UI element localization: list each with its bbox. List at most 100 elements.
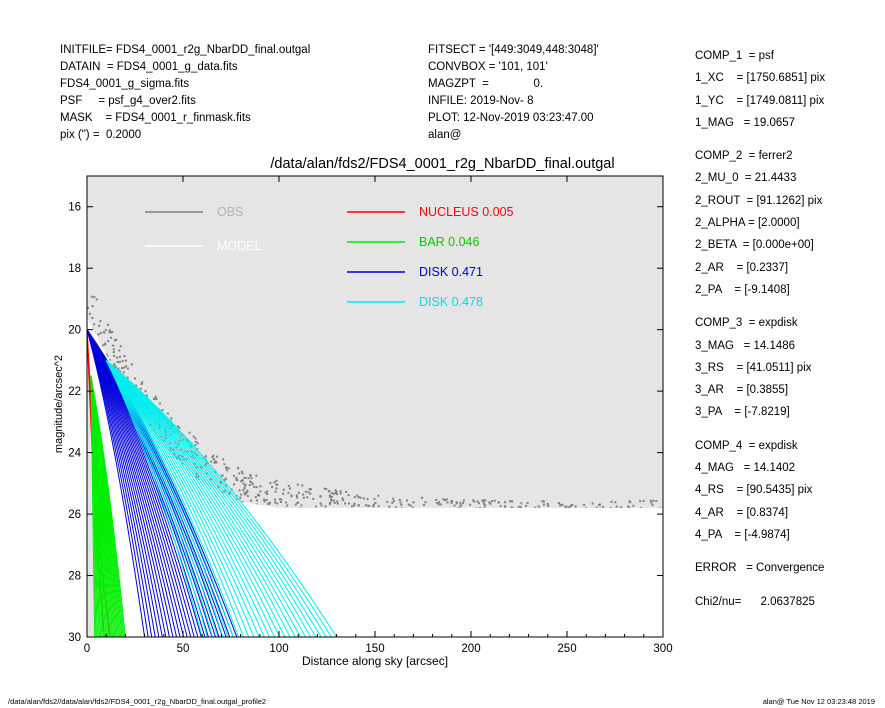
param-line: 2_AR = [0.2337] [695,261,789,274]
legend-label: NUCLEUS 0.005 [419,205,514,219]
obs-point [290,495,293,498]
param-line: 1_YC = [1749.0811] pix [695,94,825,107]
obs-point [304,490,307,493]
obs-point [372,503,375,506]
component-curve [105,360,219,637]
series-bar-3 [90,375,126,637]
obs-point [377,505,380,508]
obs-point [154,397,157,400]
obs-point [412,506,414,509]
obs-point [297,491,300,494]
obs-point [177,443,180,446]
obs-point [642,500,645,502]
chart-title: /data/alan/fds2/FDS4_0001_r2g_NbarDD_fin… [270,156,615,172]
obs-point [328,494,331,497]
obs-point [233,483,236,486]
obs-point [127,367,129,370]
obs-point [114,339,116,342]
obs-point [197,475,199,478]
obs-point [286,504,289,507]
obs-point [117,367,120,370]
obs-point [126,376,129,379]
obs-point [602,641,604,643]
obs-point [134,377,136,380]
obs-point [366,498,369,501]
obs-point [111,331,114,334]
obs-point [212,454,215,457]
obs-point [274,498,276,501]
obs-point [119,355,121,358]
obs-point [204,464,207,467]
obs-point [109,331,112,334]
series-disk-5 [105,360,338,637]
obs-point [377,494,380,497]
obs-point [520,506,522,509]
obs-point [296,496,299,499]
obs-point [451,500,453,503]
obs-point [386,500,389,503]
obs-point [88,312,91,315]
obs-point [353,504,356,507]
x-tick-label: 200 [461,643,480,655]
obs-point [103,331,106,334]
obs-point [106,355,109,358]
obs-point [257,493,260,496]
obs-point [195,472,198,475]
obs-point [648,647,650,649]
obs-point [309,492,312,495]
obs-point [266,490,269,493]
param-line: COMP_2 = ferrer2 [695,150,793,163]
obs-point [557,502,560,504]
obs-point [266,493,269,496]
obs-point [628,500,631,503]
obs-point [365,504,367,507]
obs-point [107,340,110,343]
obs-point [602,640,604,642]
y-axis-label: magnitude/arcsec^2 [53,355,65,453]
obs-point [123,366,126,369]
param-line: 2_ALPHA = [2.0000] [695,217,800,230]
obs-point [210,460,213,463]
obs-point [459,501,462,504]
obs-point [510,506,513,509]
obs-point [170,423,173,426]
obs-point [99,332,102,335]
obs-point [176,430,179,433]
obs-point [192,435,195,438]
header-middle-line: MAGZPT = 0. [428,78,544,90]
obs-point [542,500,545,503]
component-curve [105,360,239,637]
obs-point [108,331,111,333]
obs-point [437,503,440,506]
obs-point [287,484,290,487]
obs-point [157,426,160,429]
x-tick-label: 300 [653,643,672,655]
obs-point [609,506,612,509]
obs-point [497,501,500,504]
obs-point [601,505,604,508]
y-tick-label: 20 [68,325,81,337]
param-line: 3_RS = [41.0511] pix [695,361,812,374]
obs-point [324,505,327,508]
obs-point [237,467,240,470]
obs-point [632,638,634,640]
obs-point [301,484,304,487]
obs-point [353,502,356,505]
obs-point [547,504,550,507]
obs-point [476,500,479,503]
component-curve [105,360,208,637]
obs-point [255,486,258,489]
footer-path: /data/alan/fds2//data/alan/fds2/FDS4_000… [8,697,267,706]
component-curve [105,360,224,637]
obs-point [206,461,209,464]
param-line: 1_MAG = 19.0657 [695,116,796,129]
obs-point [112,344,115,347]
component-curve [105,360,245,637]
obs-point [243,491,246,494]
obs-point [276,502,279,505]
obs-point [412,501,415,504]
obs-point [655,500,658,502]
obs-point [336,502,339,505]
obs-point [520,502,523,505]
